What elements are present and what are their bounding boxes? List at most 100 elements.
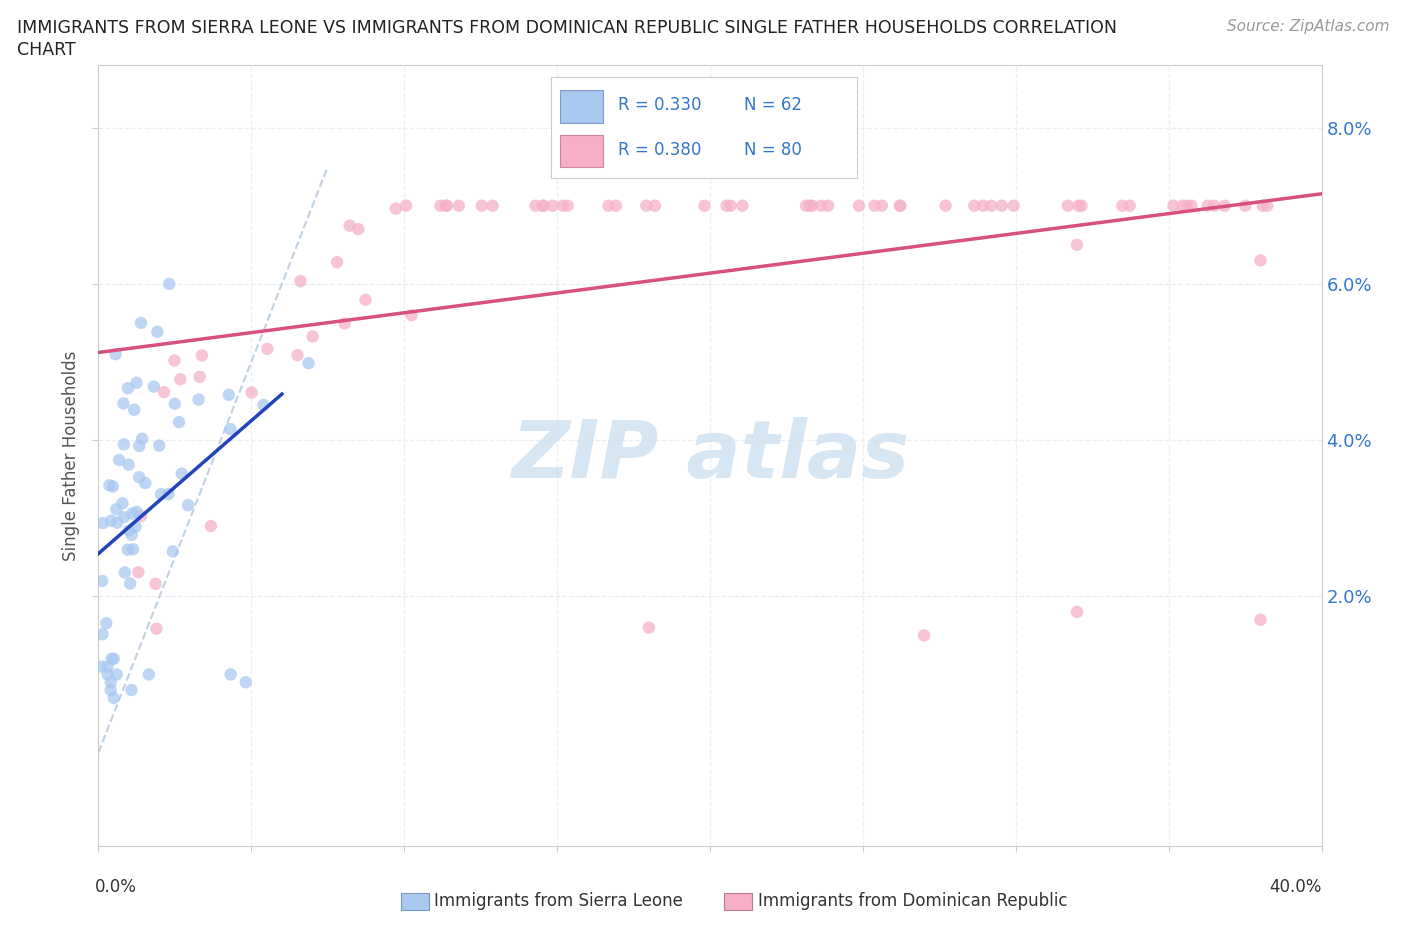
- Point: [1066, 604, 1088, 619]
- Point: [112, 510, 135, 525]
- Text: ZIP atlas: ZIP atlas: [510, 417, 910, 495]
- Point: [129, 315, 152, 330]
- Point: [533, 198, 555, 213]
- Text: IMMIGRANTS FROM SIERRA LEONE VS IMMIGRANTS FROM DOMINICAN REPUBLIC SINGLE FATHER: IMMIGRANTS FROM SIERRA LEONE VS IMMIGRAN…: [17, 19, 1116, 36]
- Point: [145, 577, 167, 591]
- Point: [163, 396, 186, 411]
- Point: [1057, 198, 1080, 213]
- Point: [1171, 198, 1194, 213]
- Point: [153, 385, 176, 400]
- Point: [101, 479, 124, 494]
- Point: [105, 515, 128, 530]
- Point: [120, 576, 142, 591]
- Point: [1002, 198, 1025, 213]
- Point: [122, 403, 145, 418]
- Point: [157, 486, 180, 501]
- Point: [170, 466, 193, 481]
- Point: [1067, 198, 1090, 213]
- Point: [148, 438, 170, 453]
- Point: [644, 198, 666, 213]
- Point: [127, 565, 149, 579]
- Text: 0.0%: 0.0%: [96, 878, 138, 896]
- Point: [385, 201, 408, 216]
- Point: [333, 316, 356, 331]
- Point: [481, 198, 503, 213]
- Point: [90, 659, 112, 674]
- Point: [91, 627, 114, 642]
- Point: [98, 478, 121, 493]
- Point: [121, 683, 143, 698]
- Point: [889, 198, 911, 213]
- Text: CHART: CHART: [17, 41, 76, 59]
- Point: [219, 421, 242, 436]
- Point: [848, 198, 870, 213]
- Point: [118, 523, 141, 538]
- Point: [1256, 198, 1278, 213]
- Point: [252, 397, 274, 412]
- Point: [129, 509, 152, 524]
- Point: [557, 198, 579, 213]
- Point: [1204, 198, 1226, 213]
- Point: [447, 198, 470, 213]
- Point: [191, 348, 214, 363]
- Point: [108, 453, 131, 468]
- Point: [117, 542, 139, 557]
- Point: [1066, 237, 1088, 252]
- Point: [218, 388, 240, 403]
- Point: [912, 628, 935, 643]
- Point: [150, 486, 173, 501]
- Point: [105, 502, 128, 517]
- Point: [436, 198, 458, 213]
- Point: [963, 198, 986, 213]
- Point: [169, 372, 191, 387]
- Point: [1249, 612, 1271, 627]
- Point: [636, 198, 658, 213]
- Point: [121, 527, 143, 542]
- Point: [297, 355, 319, 370]
- Point: [167, 415, 190, 430]
- Point: [121, 506, 143, 521]
- Point: [1181, 198, 1204, 213]
- Point: [97, 667, 120, 682]
- Point: [219, 667, 242, 682]
- Point: [1197, 198, 1219, 213]
- Point: [637, 620, 661, 635]
- Point: [810, 198, 832, 213]
- Point: [128, 439, 150, 454]
- Point: [935, 198, 957, 213]
- Point: [112, 396, 135, 411]
- Point: [157, 276, 180, 291]
- Point: [1249, 253, 1271, 268]
- Point: [91, 574, 114, 589]
- Point: [142, 379, 165, 394]
- Point: [354, 292, 377, 307]
- Point: [524, 198, 547, 213]
- Point: [429, 198, 451, 213]
- Point: [1251, 198, 1274, 213]
- Text: Immigrants from Dominican Republic: Immigrants from Dominican Republic: [758, 892, 1067, 910]
- Point: [980, 198, 1002, 213]
- Point: [114, 565, 136, 580]
- Point: [1118, 198, 1140, 213]
- Text: 40.0%: 40.0%: [1270, 878, 1322, 896]
- Point: [112, 437, 135, 452]
- Point: [100, 513, 122, 528]
- Point: [1175, 198, 1198, 213]
- Point: [716, 198, 738, 213]
- Point: [188, 369, 211, 384]
- Point: [1111, 198, 1133, 213]
- Point: [863, 198, 886, 213]
- Point: [693, 198, 716, 213]
- Point: [138, 667, 160, 682]
- Point: [200, 519, 222, 534]
- Point: [347, 221, 370, 236]
- Point: [177, 498, 200, 512]
- Point: [290, 273, 312, 288]
- Point: [124, 519, 146, 534]
- Point: [117, 380, 139, 395]
- Text: Source: ZipAtlas.com: Source: ZipAtlas.com: [1226, 19, 1389, 33]
- Point: [401, 308, 423, 323]
- Point: [104, 347, 127, 362]
- Point: [339, 219, 361, 233]
- Text: Immigrants from Sierra Leone: Immigrants from Sierra Leone: [434, 892, 683, 910]
